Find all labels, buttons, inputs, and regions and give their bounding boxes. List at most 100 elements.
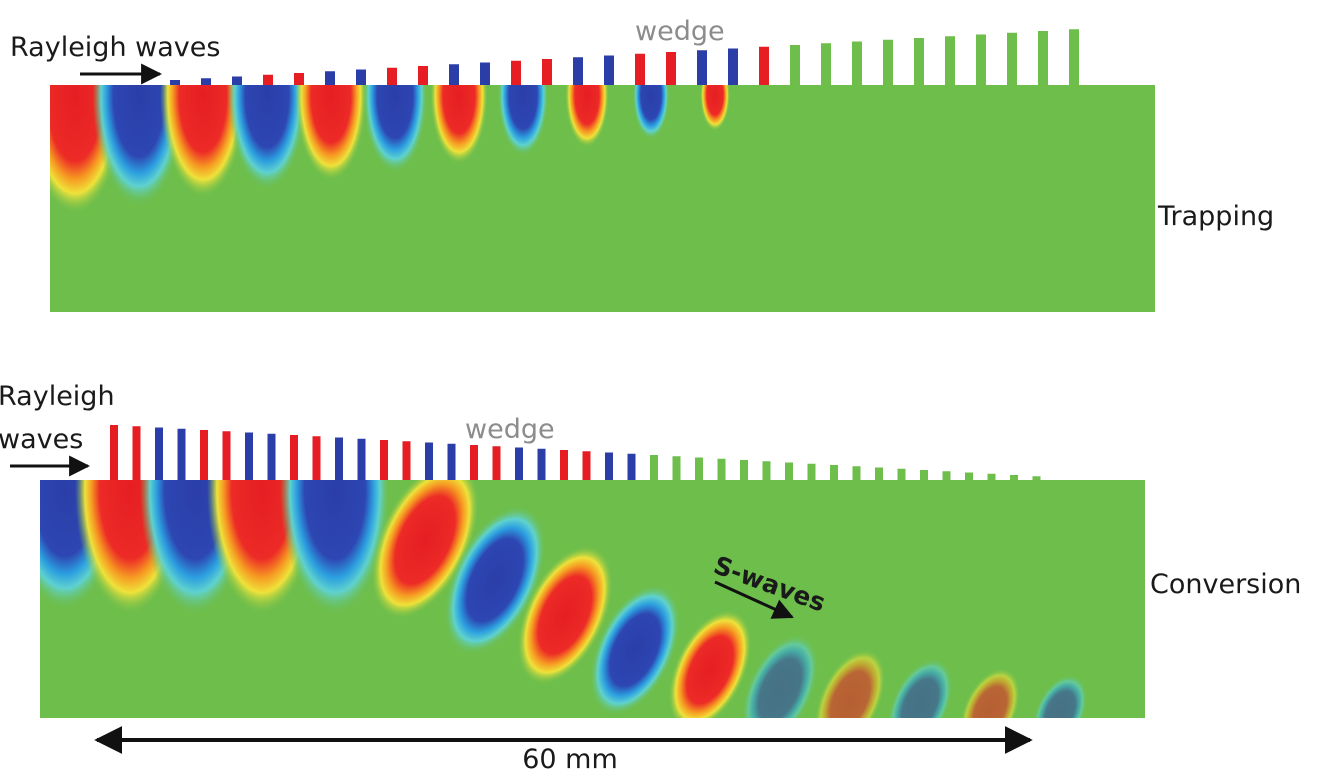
wedge-bar — [232, 76, 242, 85]
lobe — [565, 85, 609, 148]
lobe — [160, 85, 246, 199]
lobe — [668, 609, 752, 718]
wedge-bar — [560, 450, 568, 480]
lobe — [959, 667, 1021, 718]
scale-label: 60 mm — [522, 744, 618, 772]
lobe — [814, 648, 886, 718]
wedge-bar — [537, 448, 546, 480]
wedge-bar — [942, 471, 951, 480]
wedge-bar — [1038, 31, 1048, 85]
wedge-bar — [830, 465, 838, 480]
wedge-bar — [852, 466, 861, 480]
wedge-bar — [582, 451, 591, 480]
wedge-bar — [542, 59, 552, 85]
wedge-bar — [201, 78, 211, 85]
wedge-bar — [875, 467, 883, 480]
wedge-bar — [635, 53, 645, 85]
wedge-bar — [245, 432, 253, 480]
lobe — [362, 85, 428, 173]
lobe — [444, 505, 546, 655]
wedge-bar — [335, 437, 343, 480]
lobe — [741, 633, 819, 718]
lobe — [516, 544, 614, 686]
wedge-bar — [762, 461, 771, 480]
wedge-bar — [976, 34, 986, 85]
wedge-bar — [672, 456, 681, 480]
wedge-bar — [511, 60, 521, 85]
lobes-bottom — [40, 480, 1088, 718]
lobe — [886, 658, 954, 718]
wedge-bar — [695, 457, 703, 480]
lobes-top — [50, 85, 730, 215]
wedge-bar — [1010, 475, 1018, 480]
wedge-bar — [290, 435, 298, 480]
wedge-bar — [728, 48, 738, 85]
wedge-bar — [883, 39, 893, 85]
wedge-bar — [1032, 476, 1041, 480]
lobe — [430, 85, 488, 165]
wedge-bar — [449, 64, 459, 85]
wedge-bar — [821, 43, 831, 85]
wedge-bar — [312, 436, 321, 480]
wedge-bars-top — [170, 29, 1079, 85]
wedge-bar — [759, 46, 769, 85]
wedge-bar — [480, 62, 490, 85]
wedge-bar — [920, 470, 928, 480]
wedge-bar — [605, 452, 613, 480]
lobe — [700, 85, 730, 131]
wedge-bar — [987, 473, 996, 480]
wedge-bar — [717, 458, 726, 480]
wedge-bar — [897, 468, 906, 480]
wedge-bar — [627, 453, 636, 480]
wedge-bar — [1007, 32, 1017, 85]
lobe — [589, 584, 681, 716]
wedge-bar — [357, 438, 366, 480]
wedge-bar — [852, 41, 862, 85]
wedge-label: wedge — [465, 414, 555, 445]
lobe — [632, 85, 670, 140]
wave-label: waves — [0, 424, 83, 455]
wedge-label: wedge — [635, 16, 725, 47]
wedge-bar — [470, 445, 478, 480]
wedge-bar — [425, 442, 433, 480]
wedge-bar — [380, 440, 388, 480]
wedge-bar — [263, 74, 273, 85]
wedge-bar — [110, 425, 118, 480]
wedge-bar — [914, 38, 924, 85]
wedge-bar — [573, 57, 583, 85]
wedge-bar — [200, 430, 208, 480]
wedge-bar — [418, 66, 428, 85]
wedge-bar — [170, 80, 180, 85]
wedge-bar — [650, 455, 658, 480]
arrow — [714, 580, 794, 619]
wedge-bar — [492, 446, 501, 480]
lobe — [280, 480, 390, 615]
wedge-bar — [222, 431, 231, 480]
wedge-bar — [604, 55, 614, 85]
wedge-bar — [740, 460, 748, 480]
wedge-bar — [325, 71, 335, 85]
wedge-bar — [515, 447, 523, 480]
lobe — [497, 85, 549, 157]
wave-label: Rayleigh waves — [10, 32, 220, 63]
wedge-bar — [177, 428, 186, 480]
wedge-bar — [155, 427, 163, 480]
wedge-bar — [697, 50, 707, 85]
wedge-bar — [132, 426, 141, 480]
wedge-bar — [294, 73, 304, 85]
side-label: Conversion — [1150, 569, 1301, 600]
wedge-bar — [1069, 29, 1079, 85]
wedge-bar — [790, 45, 800, 85]
wedge-bar — [447, 443, 456, 480]
wave-label: Rayleigh — [0, 381, 115, 412]
lobe — [227, 85, 307, 190]
wedge-bar — [356, 69, 366, 85]
wedge-bar — [267, 433, 276, 480]
lobe — [295, 85, 367, 182]
side-label: Trapping — [1157, 201, 1274, 232]
wedge-bar — [807, 463, 816, 480]
wedge-bars-bottom — [110, 425, 1041, 480]
lobe — [1032, 674, 1088, 718]
